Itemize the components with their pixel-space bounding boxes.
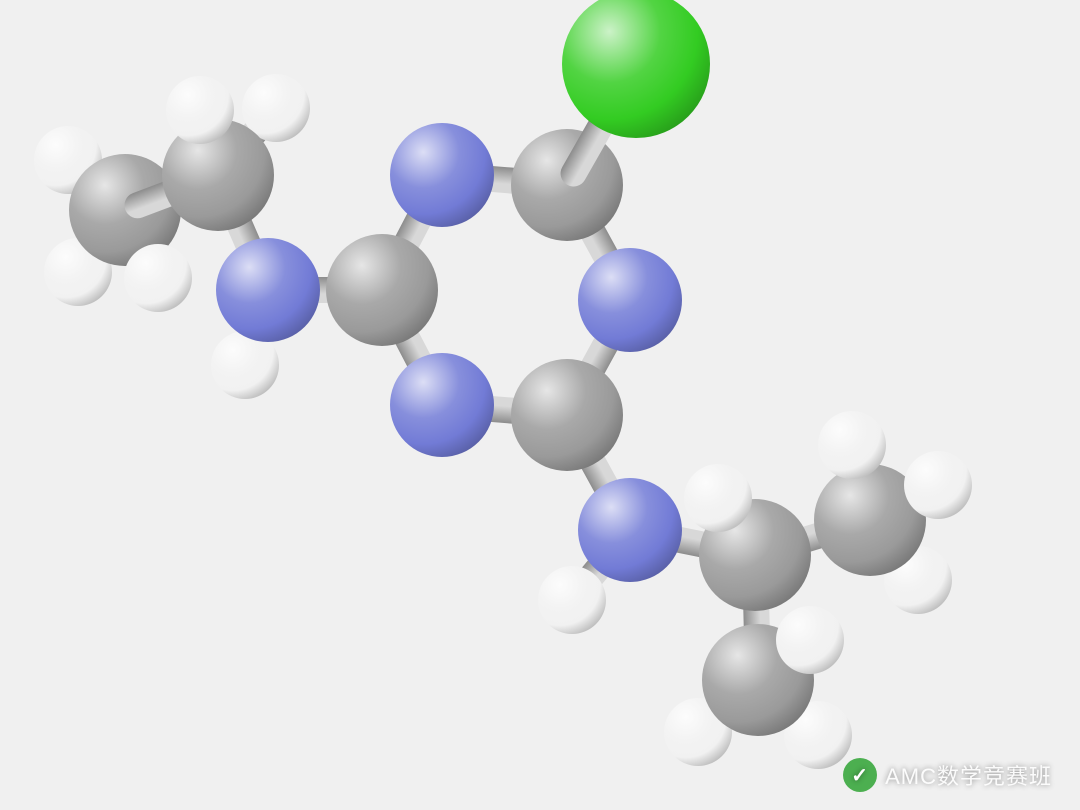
atom-hydrogen	[124, 244, 192, 312]
watermark-icon: ✓	[843, 758, 877, 792]
atom-nitrogen	[578, 478, 682, 582]
watermark-text: AMC数学竞赛班	[885, 759, 1052, 791]
atom-nitrogen	[216, 238, 320, 342]
atom-hydrogen	[166, 76, 234, 144]
atom-nitrogen	[390, 123, 494, 227]
molecule-canvas	[0, 0, 1080, 810]
atom-hydrogen	[818, 411, 886, 479]
atom-carbon	[511, 359, 623, 471]
atom-chlorine	[562, 0, 710, 138]
atom-carbon	[326, 234, 438, 346]
atom-hydrogen	[684, 464, 752, 532]
atom-nitrogen	[390, 353, 494, 457]
watermark: ✓ AMC数学竞赛班	[843, 758, 1052, 792]
atom-nitrogen	[578, 248, 682, 352]
atom-hydrogen	[538, 566, 606, 634]
atom-hydrogen	[904, 451, 972, 519]
atom-hydrogen	[776, 606, 844, 674]
